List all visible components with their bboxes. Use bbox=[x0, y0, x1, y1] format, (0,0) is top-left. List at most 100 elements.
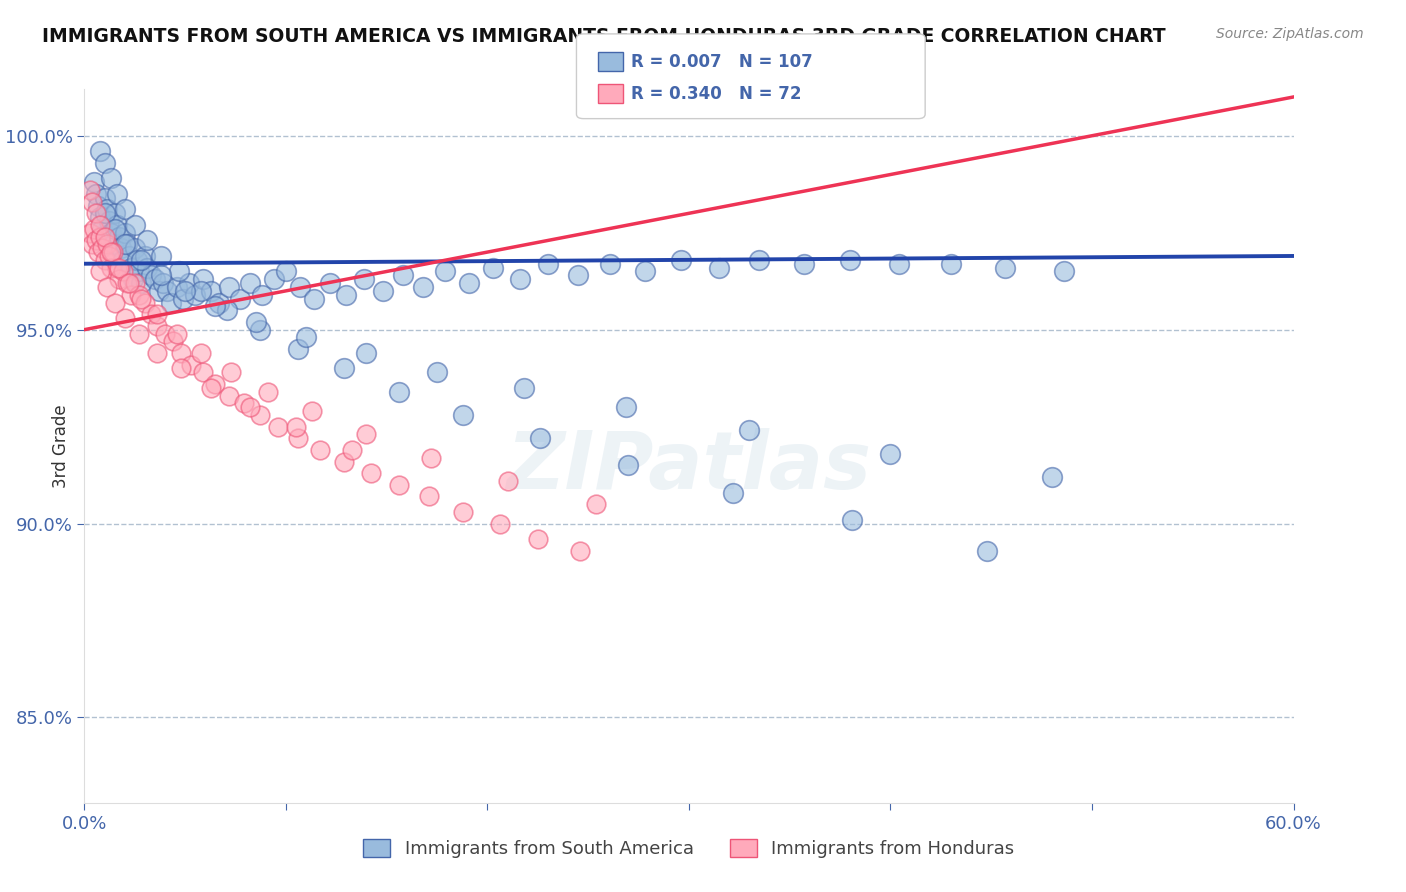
Point bbox=[496, 474, 519, 488]
Point bbox=[1040, 470, 1063, 484]
Point bbox=[79, 183, 101, 197]
Point bbox=[599, 257, 621, 271]
Point bbox=[166, 326, 188, 341]
Point bbox=[121, 272, 143, 286]
Point bbox=[128, 264, 150, 278]
Point bbox=[91, 241, 114, 255]
Point bbox=[89, 145, 111, 159]
Point bbox=[105, 218, 128, 232]
Point bbox=[319, 276, 342, 290]
Point bbox=[124, 218, 146, 232]
Point bbox=[96, 202, 118, 217]
Point bbox=[488, 516, 510, 531]
Point bbox=[353, 272, 375, 286]
Point bbox=[391, 268, 413, 283]
Point bbox=[172, 292, 194, 306]
Point bbox=[287, 431, 309, 445]
Point bbox=[146, 307, 169, 321]
Point bbox=[204, 376, 226, 391]
Point bbox=[617, 458, 640, 473]
Point bbox=[93, 156, 115, 170]
Point bbox=[93, 229, 115, 244]
Point bbox=[101, 237, 124, 252]
Point bbox=[295, 330, 318, 344]
Point bbox=[128, 287, 150, 301]
Point bbox=[110, 241, 132, 255]
Point bbox=[100, 171, 122, 186]
Point bbox=[120, 287, 142, 301]
Point bbox=[111, 252, 134, 267]
Point bbox=[184, 287, 207, 301]
Point bbox=[89, 229, 111, 244]
Point bbox=[166, 280, 188, 294]
Point bbox=[218, 280, 240, 294]
Point bbox=[120, 260, 142, 275]
Point bbox=[115, 276, 138, 290]
Point bbox=[153, 326, 176, 341]
Point bbox=[709, 260, 731, 275]
Point bbox=[274, 264, 297, 278]
Point bbox=[218, 388, 240, 402]
Point bbox=[616, 401, 638, 415]
Point bbox=[83, 222, 105, 236]
Point bbox=[134, 295, 156, 310]
Point bbox=[179, 276, 201, 290]
Point bbox=[537, 257, 560, 271]
Point bbox=[83, 175, 105, 189]
Point bbox=[360, 466, 382, 480]
Point bbox=[104, 222, 127, 236]
Point bbox=[149, 249, 172, 263]
Point bbox=[302, 292, 325, 306]
Point bbox=[79, 226, 101, 240]
Point bbox=[118, 249, 141, 263]
Point bbox=[97, 214, 120, 228]
Point bbox=[167, 264, 190, 278]
Point bbox=[129, 292, 152, 306]
Point bbox=[86, 234, 108, 248]
Point bbox=[1053, 264, 1076, 278]
Point bbox=[82, 237, 104, 252]
Point bbox=[585, 497, 607, 511]
Point bbox=[152, 276, 174, 290]
Point bbox=[139, 268, 162, 283]
Point bbox=[200, 381, 222, 395]
Point bbox=[170, 361, 193, 376]
Point bbox=[333, 454, 356, 468]
Point bbox=[388, 384, 411, 399]
Point bbox=[301, 404, 323, 418]
Point bbox=[285, 419, 308, 434]
Point bbox=[193, 365, 215, 379]
Point bbox=[87, 245, 110, 260]
Point bbox=[458, 276, 481, 290]
Point bbox=[97, 249, 120, 263]
Point bbox=[239, 401, 262, 415]
Point bbox=[976, 543, 998, 558]
Point bbox=[114, 311, 136, 326]
Point bbox=[451, 408, 474, 422]
Point bbox=[89, 210, 111, 224]
Point bbox=[418, 490, 440, 504]
Point bbox=[107, 260, 129, 275]
Point bbox=[114, 202, 136, 217]
Point bbox=[139, 307, 162, 321]
Point bbox=[356, 346, 378, 360]
Point bbox=[939, 257, 962, 271]
Point bbox=[426, 365, 449, 379]
Point bbox=[86, 186, 108, 201]
Point bbox=[87, 198, 110, 212]
Point bbox=[879, 447, 901, 461]
Point bbox=[129, 252, 152, 267]
Point bbox=[156, 284, 179, 298]
Point bbox=[89, 264, 111, 278]
Point bbox=[527, 532, 550, 546]
Point bbox=[100, 245, 122, 260]
Point bbox=[100, 226, 122, 240]
Point bbox=[451, 505, 474, 519]
Point bbox=[89, 218, 111, 232]
Point bbox=[124, 276, 146, 290]
Point bbox=[221, 365, 243, 379]
Text: IMMIGRANTS FROM SOUTH AMERICA VS IMMIGRANTS FROM HONDURAS 3RD GRADE CORRELATION : IMMIGRANTS FROM SOUTH AMERICA VS IMMIGRA… bbox=[42, 27, 1166, 45]
Point bbox=[335, 287, 357, 301]
Point bbox=[129, 276, 152, 290]
Point bbox=[93, 191, 115, 205]
